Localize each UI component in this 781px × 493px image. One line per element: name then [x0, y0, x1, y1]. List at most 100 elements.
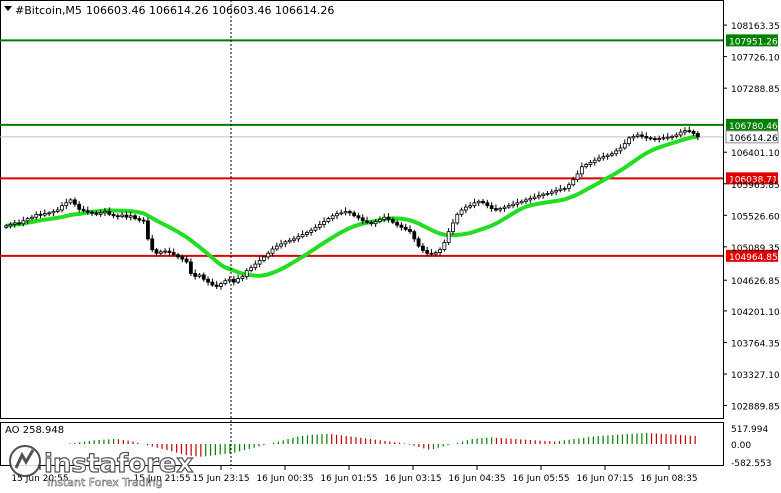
candle-down	[408, 229, 412, 233]
ao-tick-label: 0.00	[731, 441, 751, 451]
candle-down	[210, 281, 215, 286]
candle-down	[489, 205, 494, 209]
support-level-label: 106038.71	[729, 175, 778, 185]
candle-up	[262, 256, 266, 261]
candle-up	[588, 161, 593, 165]
candle-up	[519, 200, 524, 204]
candle-up	[472, 202, 477, 207]
candle-up	[322, 221, 326, 225]
current-price-tag	[725, 130, 779, 144]
candle-down	[188, 261, 193, 274]
candle-down	[167, 250, 172, 253]
candle-up	[498, 208, 503, 211]
candle-down	[352, 212, 357, 217]
candle-up	[326, 218, 331, 222]
x-tick-label: 15 Jun 21:55	[133, 474, 190, 484]
candle-up	[300, 234, 305, 238]
candle-up	[536, 195, 541, 198]
candle-down	[695, 133, 700, 138]
dropdown-triangle-icon[interactable]	[4, 6, 12, 11]
candle-down	[85, 210, 90, 213]
candle-up	[240, 275, 245, 279]
candle-up	[253, 263, 258, 269]
candle-down	[201, 274, 206, 280]
candle-up	[528, 198, 533, 201]
candle-up	[442, 242, 447, 251]
candle-up	[296, 236, 301, 240]
candle-down	[416, 238, 421, 247]
candle-up	[683, 130, 687, 133]
candle-up	[446, 231, 451, 243]
y-tick-label: 102889.85	[731, 403, 780, 413]
candle-down	[691, 130, 696, 134]
candles	[4, 126, 700, 290]
candle-up	[274, 245, 279, 250]
candle-down	[124, 214, 129, 218]
candle-up	[532, 196, 537, 199]
y-tick-label: 107288.85	[731, 85, 780, 95]
candle-up	[627, 137, 632, 145]
candle-down	[146, 220, 150, 240]
candle-up	[236, 278, 241, 283]
candle-up	[524, 199, 528, 202]
candle-up	[244, 270, 249, 277]
candle-up	[227, 278, 232, 282]
candle-up	[158, 251, 163, 254]
candle-up	[455, 213, 460, 224]
candle-down	[365, 220, 369, 223]
candle-down	[17, 222, 21, 225]
candle-up	[257, 260, 262, 265]
y-tick-label: 105526.60	[731, 212, 780, 222]
candle-up	[313, 226, 318, 231]
candle-down	[150, 238, 155, 251]
candle-up	[558, 188, 563, 191]
current-price-label: 106614.26	[729, 134, 778, 144]
candle-down	[429, 252, 434, 255]
candle-up	[309, 229, 314, 233]
candle-down	[180, 256, 185, 260]
candle-up	[283, 241, 288, 245]
candle-down	[38, 213, 43, 216]
candle-up	[330, 215, 335, 220]
candle-up	[34, 213, 39, 218]
candle-up	[610, 153, 614, 156]
x-tick-label: 15 Jun 20:55	[11, 474, 68, 484]
candle-up	[339, 212, 344, 215]
x-tick-label: 16 Jun 01:55	[320, 474, 377, 484]
x-tick-label: 16 Jun 08:35	[640, 474, 697, 484]
candle-down	[184, 258, 189, 263]
candle-down	[90, 211, 94, 214]
chart-ohlc: 106603.46 106614.26 106603.46 106614.26	[86, 4, 334, 17]
candle-down	[403, 226, 408, 230]
candle-up	[120, 214, 125, 217]
x-tick-label: 15 Jun 23:15	[192, 474, 249, 484]
candle-down	[141, 219, 146, 222]
candle-down	[420, 245, 425, 251]
x-axis: 15 Jun 20:55 15 Jun 21:55 15 Jun 23:15 16 J…	[11, 466, 698, 484]
ao-histogram: 517.994 0.00 -582.553	[69, 425, 771, 469]
candle-up	[665, 136, 670, 139]
y-axis: 108163.35 107726.10 107288.85 106401.10 1059…	[723, 22, 780, 413]
candle-up	[631, 136, 636, 139]
candle-up	[541, 193, 546, 196]
support-level-tag	[726, 172, 778, 185]
candle-up	[502, 206, 507, 209]
candle-up	[463, 206, 468, 211]
candle-up	[575, 173, 580, 181]
candle-down	[360, 217, 365, 222]
candle-up	[42, 213, 47, 216]
candle-up	[335, 213, 339, 217]
candle-down	[94, 212, 99, 215]
x-tick-label: 16 Jun 03:15	[384, 474, 441, 484]
x-tick-label: 16 Jun 04:35	[448, 474, 505, 484]
candle-up	[287, 239, 292, 243]
resistance-level-label: 107951.26	[729, 37, 778, 47]
candle-up	[30, 216, 34, 220]
y-tick-label: 106401.10	[731, 149, 780, 159]
candle-down	[369, 221, 374, 225]
y-tick-label: 104626.85	[731, 277, 780, 287]
candle-up	[223, 280, 228, 284]
candle-up	[511, 203, 516, 207]
ma-line	[5, 134, 699, 278]
